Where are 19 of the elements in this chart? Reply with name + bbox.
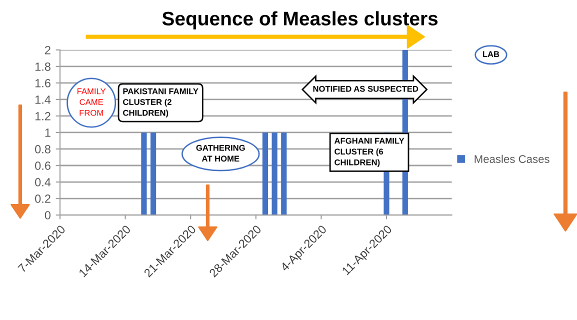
y-tick-label: 1.8 xyxy=(35,62,50,71)
annotation: AFGHANI FAMILY CLUSTER (6 CHILDREN) xyxy=(334,138,404,167)
y-tick-label: 0.2 xyxy=(35,194,50,203)
y-tick-label: 1.4 xyxy=(35,96,51,104)
annotation: PAKISTANI FAMILY CLUSTER (2 CHILDREN) xyxy=(123,88,198,118)
y-tick-label: 1.2 xyxy=(35,112,50,120)
y-tick-label: 0.6 xyxy=(35,162,50,170)
y-tick-label: 1 xyxy=(45,128,50,137)
chart-title: Sequence of Measles clusters xyxy=(162,11,438,30)
y-tick-label: 2 xyxy=(45,46,50,54)
y-tick-label: 0 xyxy=(44,211,51,220)
text: LAB xyxy=(482,51,500,58)
annotation: FAMILY CAME FROM xyxy=(78,88,106,116)
y-tick-label: 0.4 xyxy=(35,178,51,186)
y-tick-label: 1.6 xyxy=(35,78,50,88)
legend-label: Measles Cases xyxy=(474,154,550,163)
annotation: GATHERING AT HOME xyxy=(196,144,245,162)
y-tick-label: 0.8 xyxy=(35,145,50,154)
annotation: NOTIFIED AS SUSPECTED xyxy=(313,86,418,92)
